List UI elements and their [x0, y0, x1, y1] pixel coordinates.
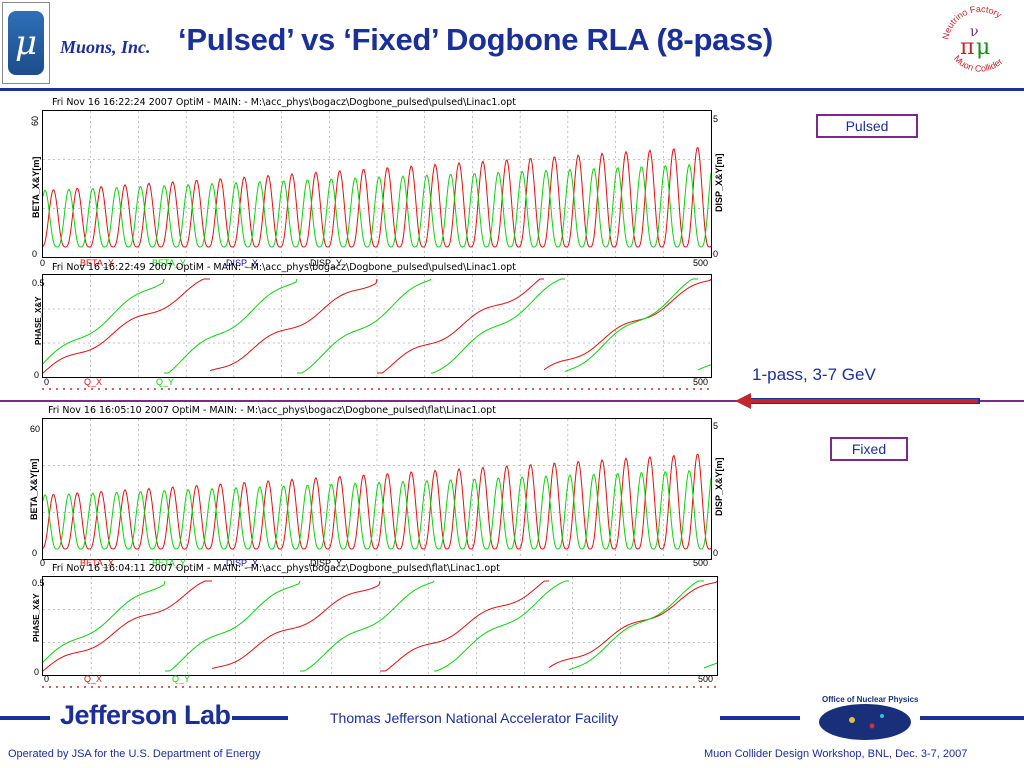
fixed-phase-ylabel: PHASE_X&Y — [32, 593, 41, 642]
pulsed-phase-curves — [42, 275, 712, 377]
footer-operated-by: Operated by JSA for the U.S. Department … — [8, 748, 261, 760]
pass-label: 1-pass, 3-7 GeV — [752, 365, 876, 384]
left-arrow-icon — [735, 393, 751, 409]
fixed-phase-ymax: 0.5 — [32, 578, 45, 588]
legend-q-x: Q_X — [84, 674, 103, 684]
fixed-lattice-strip — [42, 686, 716, 688]
pulsed-beta-plot — [42, 110, 712, 258]
fixed-phase-xmin: 0 — [44, 674, 50, 684]
pulsed-beta-ymax: 60 — [30, 115, 41, 127]
footer-rule-mid-right — [720, 716, 800, 720]
legend-beta-y: BETA_Y — [152, 558, 186, 568]
fixed-beta-xmax: 500 — [693, 558, 709, 568]
legend-beta-x: BETA_X — [80, 258, 114, 268]
fixed-phase-header: Fri Nov 16 16:04:11 2007 OptiM - MAIN: -… — [52, 563, 500, 574]
fixed-beta-xmin: 0 — [40, 558, 46, 568]
legend-beta-x: BETA_X — [80, 558, 114, 568]
fixed-beta-yright-min: 0 — [713, 548, 719, 558]
fixed-phase-plot — [42, 576, 718, 676]
legend-disp-x: DISP_X — [226, 258, 259, 268]
footer-rule-mid — [232, 716, 288, 720]
pulsed-lattice-strip — [42, 388, 710, 390]
footer-rule-left — [0, 716, 50, 720]
pulsed-beta-yright-min: 0 — [713, 249, 719, 259]
pulsed-beta-xmax: 500 — [693, 258, 709, 268]
footer-workshop: Muon Collider Design Workshop, BNL, Dec.… — [704, 748, 968, 760]
pulsed-phase-ymin: 0 — [34, 370, 40, 380]
footer-rule-right — [920, 716, 1024, 720]
fixed-tag: Fixed — [830, 437, 908, 461]
pulsed-phase-header: Fri Nov 16 16:22:49 2007 OptiM - MAIN: -… — [52, 262, 516, 273]
arrow-shaft-red — [750, 399, 978, 403]
fixed-beta-ylabel-left: BETA_X&Y[m] — [29, 458, 39, 520]
slide-title: ‘Pulsed’ vs ‘Fixed’ Dogbone RLA (8-pass) — [178, 22, 773, 57]
fixed-phase-xmax: 500 — [698, 674, 714, 684]
pulsed-phase-ymax: 0.5 — [32, 278, 45, 288]
fixed-phase-curves — [42, 577, 718, 675]
fixed-beta-plot — [42, 418, 712, 560]
pulsed-beta-ymin: 0 — [32, 249, 38, 259]
pulsed-beta-ylabel-left: BETA_X&Y[m] — [31, 156, 41, 218]
onp-logo-text: Office of Nuclear Physics — [822, 695, 918, 704]
neutrino-factory-logo: Neutrino Factory π μ ν Muon Collider — [940, 4, 1004, 74]
fixed-beta-yright-max: 5 — [713, 421, 719, 431]
legend-beta-y: BETA_Y — [152, 258, 186, 268]
facility-name: Thomas Jefferson National Accelerator Fa… — [330, 710, 619, 726]
legend-disp-y: DISP_Y — [310, 258, 343, 268]
office-of-nuclear-physics-logo: Office of Nuclear Physics — [819, 695, 918, 740]
jefferson-lab-logo: Jefferson Lab — [60, 700, 231, 730]
legend-q-x: Q_X — [84, 377, 103, 387]
legend-q-y: Q_Y — [156, 377, 175, 387]
fixed-beta-curves — [42, 419, 712, 559]
fixed-phase-ymin: 0 — [34, 667, 40, 677]
section-divider — [0, 400, 1024, 402]
pulsed-phase-plot — [42, 274, 712, 378]
pulsed-phase-ylabel: PHASE_X&Y — [34, 296, 43, 345]
fixed-beta-ymin: 0 — [32, 548, 38, 558]
pulsed-beta-ylabel-right: DISP_X&Y[m] — [714, 153, 724, 212]
svg-text:π: π — [960, 35, 974, 60]
legend-q-y: Q_Y — [172, 674, 191, 684]
fixed-beta-ymax: 60 — [30, 424, 41, 434]
svg-text:μ: μ — [976, 35, 990, 60]
pulsed-beta-header: Fri Nov 16 16:22:24 2007 OptiM - MAIN: -… — [52, 97, 516, 108]
pulsed-tag: Pulsed — [816, 114, 918, 138]
fixed-beta-ylabel-right: DISP_X&Y[m] — [714, 457, 724, 516]
header-rule — [0, 88, 1024, 91]
pulsed-beta-xmin: 0 — [40, 258, 46, 268]
legend-disp-x: DISP_X — [226, 558, 259, 568]
pulsed-beta-yright-max: 5 — [713, 114, 719, 124]
muons-inc-logo: μ — [2, 2, 50, 84]
legend-disp-y: DISP_Y — [310, 558, 343, 568]
fixed-beta-header: Fri Nov 16 16:05:10 2007 OptiM - MAIN: -… — [48, 405, 496, 416]
svg-text:ν: ν — [970, 24, 979, 40]
pulsed-phase-xmax: 500 — [693, 377, 709, 387]
pulsed-phase-xmin: 0 — [44, 377, 50, 387]
pulsed-beta-curves — [42, 111, 712, 257]
company-name: Muons, Inc. — [60, 37, 151, 57]
mu-logo-glyph: μ — [8, 11, 44, 75]
